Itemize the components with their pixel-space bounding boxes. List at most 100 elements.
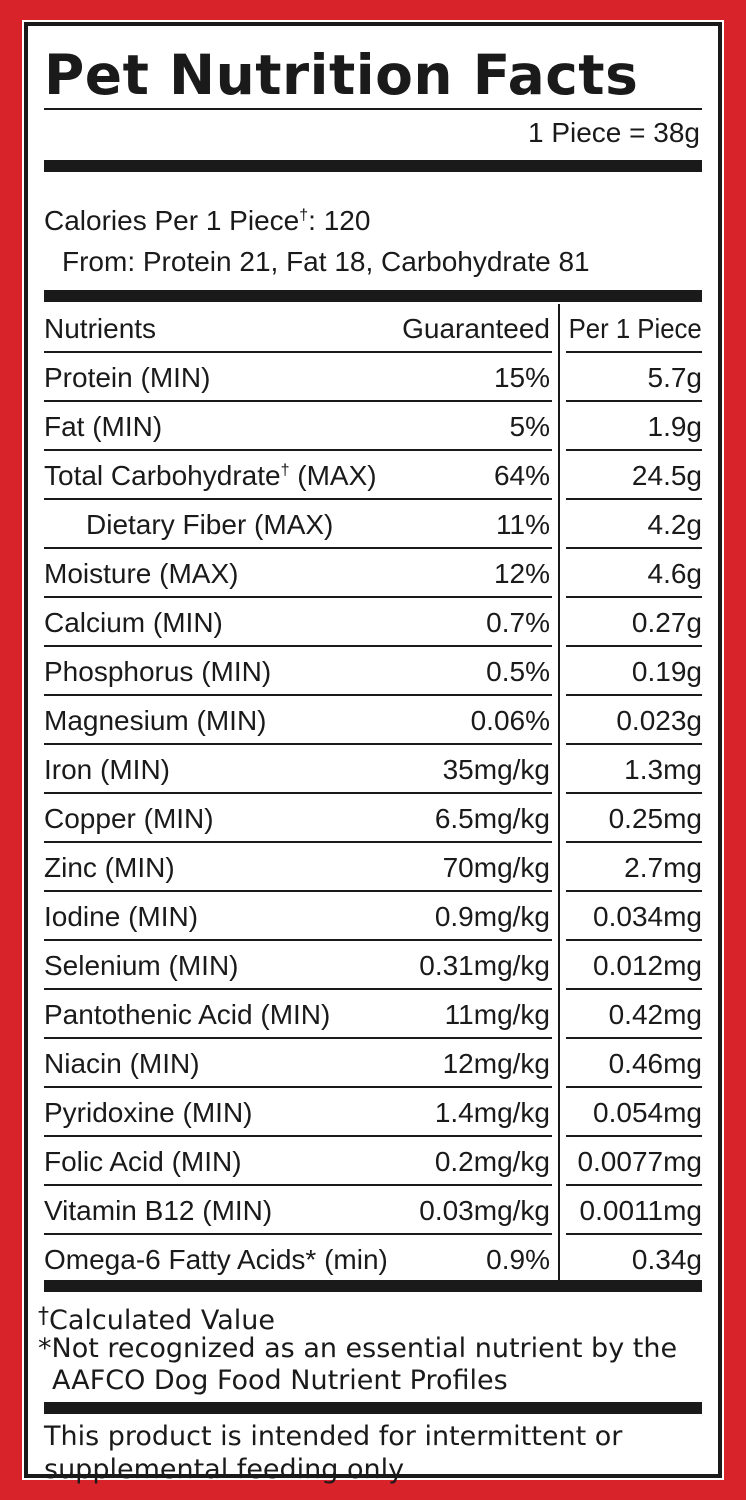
- table-row: Copper (MIN) 6.5mg/kg 0.25mg: [44, 794, 702, 843]
- guaranteed-value: 0.9mg/kg: [434, 901, 550, 932]
- guaranteed-value: 5%: [509, 411, 550, 442]
- nutrient-name: Fat (MIN): [44, 411, 163, 442]
- guaranteed-value: 0.7%: [486, 607, 550, 638]
- guaranteed-value: 0.2mg/kg: [434, 1146, 550, 1177]
- table-row: Zinc (MIN) 70mg/kg 2.7mg: [44, 843, 702, 892]
- table-row: Omega-6 Fatty Acids* (min) 0.9% 0.34g: [44, 1235, 702, 1284]
- per-piece-value: 0.19g: [631, 656, 702, 687]
- nutrient-name: Niacin (MIN): [44, 1048, 200, 1079]
- table-row: Dietary Fiber (MAX) 11% 4.2g: [44, 500, 702, 549]
- table-row: Selenium (MIN) 0.31mg/kg 0.012mg: [44, 941, 702, 990]
- header-nutrients: Nutrients: [44, 313, 157, 344]
- guaranteed-value: 6.5mg/kg: [434, 803, 550, 834]
- table-row: Folic Acid (MIN) 0.2mg/kg 0.0077mg: [44, 1137, 702, 1186]
- feeding-notice-line1: This product is intended for intermitten…: [44, 1421, 623, 1452]
- calories-value: : 120: [308, 205, 371, 236]
- header-guaranteed: Guaranteed: [402, 313, 550, 344]
- guaranteed-value: 0.31mg/kg: [419, 950, 550, 981]
- nutrition-facts-panel: Pet Nutrition Facts 1 Piece = 38g Calori…: [22, 20, 724, 1485]
- calories-prefix: Calories Per 1 Piece: [44, 205, 300, 236]
- nutrient-name: Selenium (MIN): [44, 950, 239, 981]
- table-row: Phosphorus (MIN) 0.5% 0.19g: [44, 647, 702, 696]
- table-row: Iodine (MIN) 0.9mg/kg 0.034mg: [44, 892, 702, 941]
- footnote-essential-line1: *Not recognized as an essential nutrient…: [38, 1333, 678, 1364]
- nutrient-name: Folic Acid (MIN): [44, 1146, 242, 1177]
- divider: [44, 108, 702, 110]
- footnote-calculated-text: Calculated Value: [49, 1305, 275, 1336]
- nutrient-name: Vitamin B12 (MIN): [44, 1195, 273, 1226]
- table-row: Calcium (MIN) 0.7% 0.27g: [44, 598, 702, 647]
- per-piece-value: 0.42mg: [608, 999, 702, 1030]
- nutrient-name: Moisture (MAX): [44, 558, 239, 589]
- per-piece-value: 1.9g: [647, 411, 703, 442]
- nutrient-name: Copper (MIN): [44, 803, 214, 834]
- guaranteed-value: 35mg/kg: [442, 754, 550, 785]
- per-piece-value: 0.012mg: [593, 950, 702, 981]
- nutrient-name: Pyridoxine (MIN): [44, 1097, 253, 1128]
- feeding-notice-line2: supplemental feeding only.: [44, 1454, 409, 1485]
- nutrient-name: Phosphorus (MIN): [44, 656, 272, 687]
- feeding-notice: This product is intended for intermitten…: [44, 1420, 622, 1486]
- guaranteed-value: 70mg/kg: [442, 852, 550, 883]
- per-piece-value: 0.27g: [631, 607, 702, 638]
- per-piece-value: 4.6g: [647, 558, 703, 589]
- table-row: Protein (MIN) 15% 5.7g: [44, 353, 702, 402]
- nutrient-name: Pantothenic Acid (MIN): [44, 999, 331, 1030]
- table-row: Moisture (MAX) 12% 4.6g: [44, 549, 702, 598]
- panel-content: Pet Nutrition Facts 1 Piece = 38g Calori…: [38, 26, 702, 1485]
- per-piece-value: 0.0011mg: [579, 1195, 702, 1226]
- nutrient-name: Iodine (MIN): [44, 901, 199, 932]
- nutrient-name: Protein (MIN): [44, 362, 211, 393]
- table-row: Pyridoxine (MIN) 1.4mg/kg 0.054mg: [44, 1088, 702, 1137]
- per-piece-value: 0.34g: [631, 1244, 702, 1275]
- guaranteed-value: 0.03mg/kg: [419, 1195, 550, 1226]
- table-row: Pantothenic Acid (MIN) 11mg/kg 0.42mg: [44, 990, 702, 1039]
- table-row: Total Carbohydrate† (MAX) 64% 24.5g: [44, 451, 702, 500]
- calories-breakdown: From: Protein 21, Fat 18, Carbohydrate 8…: [62, 246, 590, 277]
- nutrient-table: Nutrients Guaranteed Per 1 Piece Protein…: [44, 304, 702, 1284]
- table-row: Vitamin B12 (MIN) 0.03mg/kg 0.0011mg: [44, 1186, 702, 1235]
- thick-divider: [44, 1402, 702, 1414]
- per-piece-value: 24.5g: [631, 460, 702, 491]
- serving-size: 1 Piece = 38g: [527, 117, 700, 148]
- guaranteed-value: 0.06%: [470, 705, 550, 736]
- footnote-calculated: †Calculated Value: [38, 1301, 275, 1337]
- per-piece-value: 0.25mg: [608, 803, 702, 834]
- per-piece-value: 0.034mg: [593, 901, 702, 932]
- guaranteed-value: 12mg/kg: [442, 1048, 550, 1079]
- guaranteed-value: 1.4mg/kg: [434, 1097, 550, 1128]
- footnote-essential-line2: AAFCO Dog Food Nutrient Profiles: [52, 1365, 508, 1396]
- thick-divider: [44, 160, 702, 172]
- thick-divider: [44, 1280, 702, 1292]
- guaranteed-value: 12%: [493, 558, 550, 589]
- nutrient-name: Calcium (MIN): [44, 607, 223, 638]
- table-header: Nutrients Guaranteed Per 1 Piece: [44, 304, 702, 353]
- per-piece-value: 0.0077mg: [577, 1146, 702, 1177]
- nutrient-name: Magnesium (MIN): [44, 705, 267, 736]
- header-per-piece: Per 1 Piece: [568, 313, 702, 344]
- table-row: Magnesium (MIN) 0.06% 0.023g: [44, 696, 702, 745]
- thick-divider: [44, 290, 702, 302]
- nutrient-name: Iron (MIN): [44, 754, 170, 785]
- per-piece-value: 5.7g: [647, 362, 703, 393]
- column-divider: [558, 304, 560, 1280]
- guaranteed-value: 11mg/kg: [444, 999, 550, 1030]
- per-piece-value: 1.3mg: [624, 754, 702, 785]
- guaranteed-value: 64%: [493, 460, 550, 491]
- nutrient-name: Dietary Fiber (MAX): [86, 509, 334, 540]
- dagger-mark: †: [299, 207, 309, 224]
- page-title: Pet Nutrition Facts: [44, 43, 639, 107]
- nutrient-name: Zinc (MIN): [44, 852, 175, 883]
- per-piece-value: 2.7mg: [624, 852, 702, 883]
- table-row: Fat (MIN) 5% 1.9g: [44, 402, 702, 451]
- per-piece-value: 0.46mg: [608, 1048, 702, 1079]
- table-body: Protein (MIN) 15% 5.7g Fat (MIN) 5% 1.9g Total…: [44, 353, 702, 1284]
- nutrient-name: Total Carbohydrate† (MAX): [44, 460, 377, 491]
- dagger-mark: †: [280, 462, 290, 479]
- guaranteed-value: 0.9%: [486, 1244, 550, 1275]
- calories-line: Calories Per 1 Piece†: 120: [44, 204, 370, 238]
- dagger-mark: †: [38, 1304, 49, 1329]
- per-piece-value: 0.023g: [616, 705, 702, 736]
- per-piece-value: 4.2g: [647, 509, 703, 540]
- guaranteed-value: 0.5%: [486, 656, 550, 687]
